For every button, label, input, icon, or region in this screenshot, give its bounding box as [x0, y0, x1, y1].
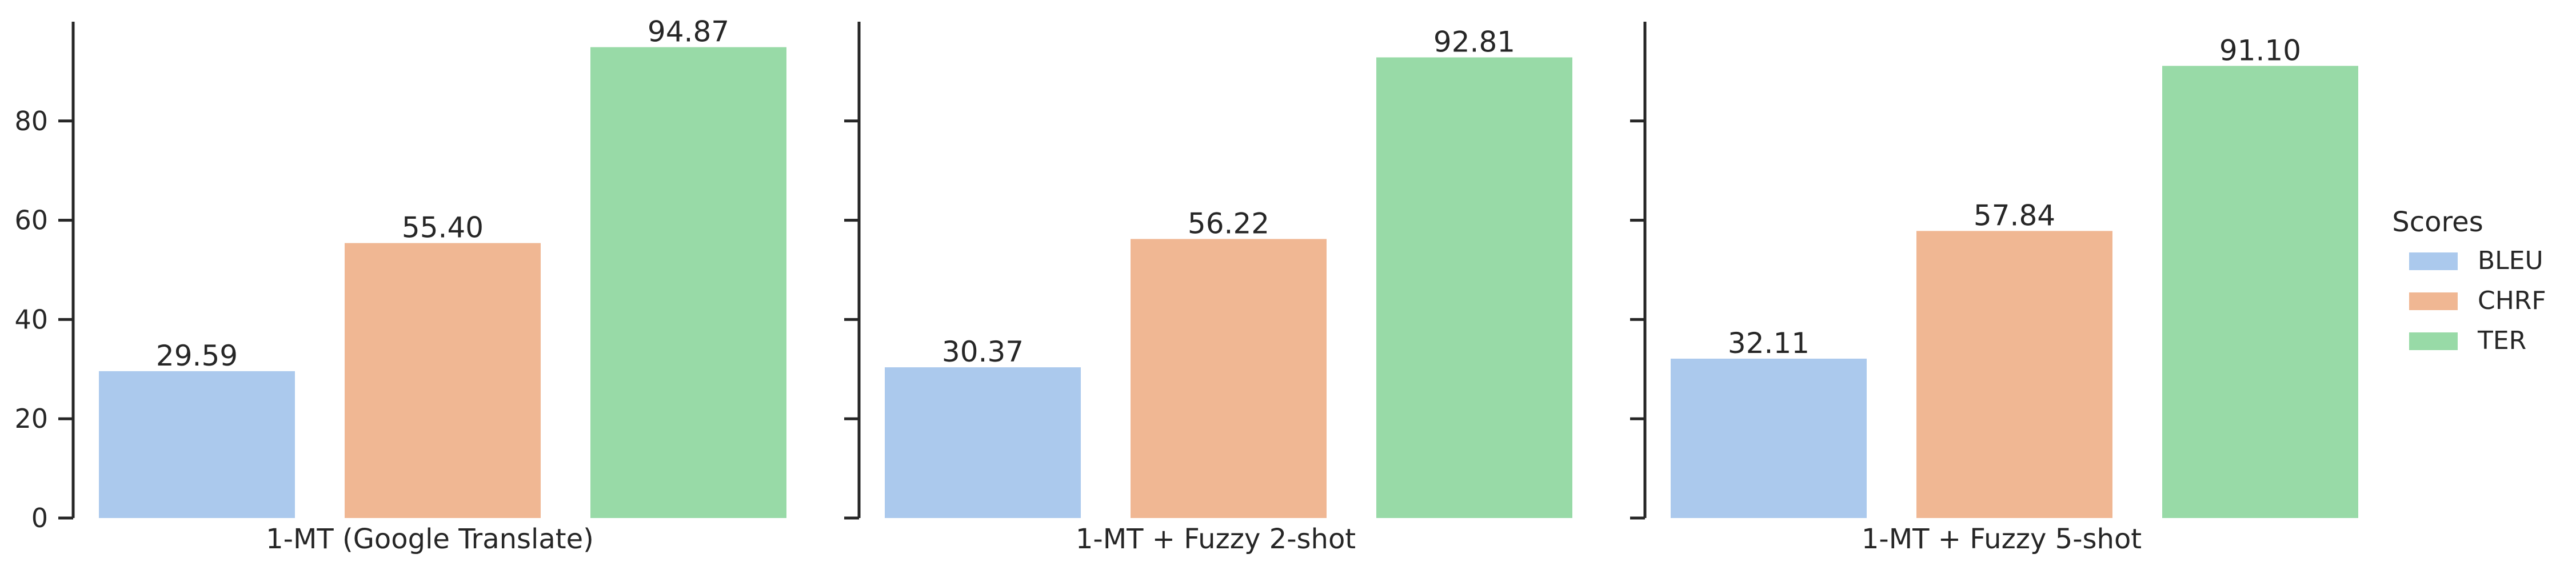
- value-label: 55.40: [402, 211, 484, 244]
- legend: Scores BLEU CHRF TER: [2392, 206, 2546, 355]
- legend-entries: BLEU CHRF TER: [2409, 246, 2546, 355]
- legend-item-chrf: CHRF: [2409, 286, 2546, 315]
- value-label: 57.84: [1974, 199, 2055, 232]
- legend-swatch: [2409, 252, 2458, 270]
- y-tick-label: 40: [14, 304, 48, 335]
- bar-ter: [590, 47, 786, 519]
- legend-swatch: [2409, 292, 2458, 310]
- legend-label: CHRF: [2478, 286, 2546, 315]
- bar-bleu: [1671, 358, 1867, 518]
- y-tick-label: 80: [14, 106, 48, 137]
- legend-label: TER: [2477, 326, 2526, 355]
- x-category-label: 1-MT + Fuzzy 2-shot: [1076, 523, 1356, 555]
- value-label: 56.22: [1188, 207, 1269, 240]
- bar-bleu: [885, 367, 1081, 518]
- x-category-label: 1-MT + Fuzzy 5-shot: [1862, 523, 2142, 555]
- legend-label: BLEU: [2478, 246, 2543, 275]
- panel-3: 32.11 57.84 91.10 1-MT + Fuzzy 5-shot: [1630, 22, 2358, 555]
- x-category-label: 1-MT (Google Translate): [266, 523, 594, 555]
- bar-ter: [1376, 57, 1572, 519]
- bar-chrf: [1131, 239, 1327, 518]
- bar-bleu: [99, 371, 295, 518]
- bar-ter: [2162, 66, 2358, 518]
- bar-chrf: [1916, 231, 2112, 518]
- value-label: 91.10: [2219, 34, 2301, 67]
- legend-item-bleu: BLEU: [2409, 246, 2543, 275]
- bar-chrf: [345, 243, 541, 518]
- legend-swatch: [2409, 332, 2458, 350]
- y-tick-label: 0: [31, 503, 48, 533]
- value-label: 92.81: [1433, 25, 1515, 58]
- legend-item-ter: TER: [2409, 326, 2526, 355]
- panels: 0 20 40 60 80 29.59 55.40 94.87 1-MT (Google Tra…: [14, 15, 2358, 555]
- panel-2: 30.37 56.22 92.81 1-MT + Fuzzy 2-shot: [844, 22, 1572, 555]
- value-label: 29.59: [156, 339, 238, 372]
- value-label: 32.11: [1728, 327, 1810, 360]
- legend-title: Scores: [2392, 206, 2483, 238]
- value-label: 30.37: [942, 335, 1024, 368]
- value-label: 94.87: [648, 15, 729, 49]
- panel-1: 0 20 40 60 80 29.59 55.40 94.87 1-MT (Google Tra…: [14, 15, 786, 555]
- y-tick-label: 60: [14, 205, 48, 236]
- y-tick-label: 20: [14, 403, 48, 434]
